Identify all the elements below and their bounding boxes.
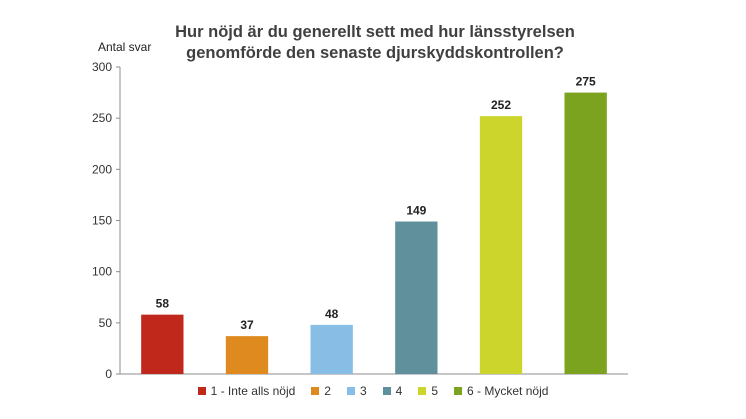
y-tick-label: 50 (99, 316, 113, 330)
legend-item-4: 4 (382, 384, 403, 398)
legend-swatch-2 (311, 387, 320, 395)
legend-label-6: 6 - Mycket nöjd (467, 384, 549, 398)
legend-swatch-1 (197, 387, 206, 395)
legend-swatch-6 (454, 387, 463, 395)
data-label-5: 252 (491, 98, 511, 112)
legend-label-4: 4 (395, 384, 403, 398)
legend-item-6: 6 - Mycket nöjd (454, 384, 548, 398)
legend-label-1: 1 - Inte alls nöjd (210, 384, 296, 398)
data-label-2: 37 (240, 318, 254, 332)
y-tick-label: 300 (92, 60, 112, 74)
data-label-1: 58 (156, 297, 170, 311)
legend-item-3: 3 (346, 384, 367, 398)
legend-item-2: 2 (311, 384, 331, 398)
legend-swatch-3 (346, 387, 355, 395)
legend-swatch-5 (418, 387, 427, 395)
y-tick-label: 100 (92, 265, 112, 279)
y-tick-label: 0 (105, 367, 112, 381)
bar-5 (479, 116, 523, 375)
legend-label-5: 5 (431, 384, 439, 398)
chart-title: Hur nöjd är du generellt sett med hur lä… (175, 23, 575, 62)
bar-2 (225, 336, 269, 374)
legend-item-1: 1 - Inte alls nöjd (197, 384, 296, 398)
data-label-4: 149 (406, 204, 426, 218)
bar-3 (310, 324, 353, 374)
legend-label-2: 2 (324, 384, 331, 398)
data-label-6: 275 (576, 75, 596, 89)
legend-item-5: 5 (418, 384, 438, 398)
legend-swatch-4 (382, 387, 391, 395)
bar-4 (395, 221, 438, 374)
y-tick-label: 200 (92, 162, 112, 176)
bar-1 (141, 314, 184, 374)
bar-6 (564, 92, 607, 374)
y-tick-label: 250 (92, 111, 112, 125)
chart-legend: 1 - Inte alls nöjd 2 3 4 5 6 - Mycket nöjd (0, 384, 746, 398)
data-label-3: 48 (325, 307, 339, 321)
y-tick-label: 150 (92, 214, 112, 228)
y-axis-label: Antal svar (98, 40, 152, 54)
legend-label-3: 3 (359, 384, 367, 398)
